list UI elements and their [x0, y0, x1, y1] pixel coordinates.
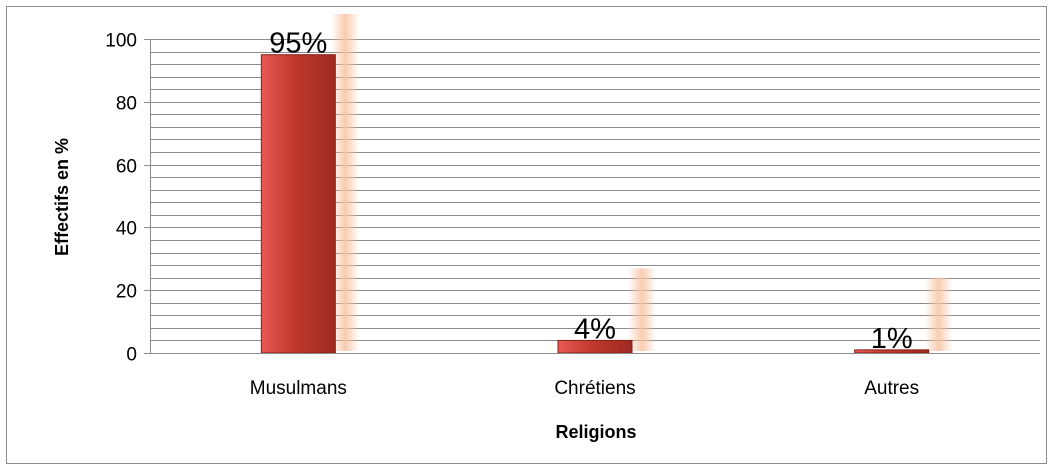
labels: 0 20 40 60 80 100 Musulmans 95% Chrétiens 4% Autre… — [105, 28, 919, 399]
y-tick-label: 20 — [116, 282, 137, 303]
data-label: 95% — [269, 28, 327, 60]
y-tick-label: 0 — [126, 345, 137, 366]
y-axis-title: Effectifs en % — [52, 138, 72, 256]
x-axis-title: Religions — [555, 422, 636, 442]
y-tick-label: 100 — [105, 31, 137, 52]
bars — [260, 54, 930, 354]
chart-area — [6, 6, 1047, 464]
data-label: 1% — [871, 323, 913, 355]
y-tick-label: 40 — [116, 219, 137, 240]
x-category-label: Musulmans — [250, 378, 347, 399]
label-glow — [924, 277, 953, 351]
y-tick-label: 60 — [116, 157, 137, 178]
x-category-label: Chrétiens — [554, 378, 635, 399]
y-tick-label: 80 — [116, 94, 137, 115]
label-glows — [331, 14, 953, 351]
x-category-label: Autres — [864, 378, 919, 399]
label-glow — [331, 14, 360, 351]
bar-musulmans — [260, 54, 336, 354]
axes — [144, 39, 1040, 354]
label-glow — [628, 268, 656, 351]
data-label: 4% — [574, 313, 616, 345]
